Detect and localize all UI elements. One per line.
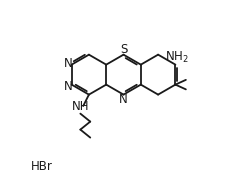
Text: N: N <box>119 93 128 106</box>
Text: HBr: HBr <box>31 160 53 173</box>
Text: S: S <box>120 43 127 56</box>
Text: N: N <box>64 57 72 70</box>
Text: N: N <box>64 80 72 93</box>
Text: NH$_2$: NH$_2$ <box>165 50 189 65</box>
Text: NH: NH <box>72 100 89 113</box>
